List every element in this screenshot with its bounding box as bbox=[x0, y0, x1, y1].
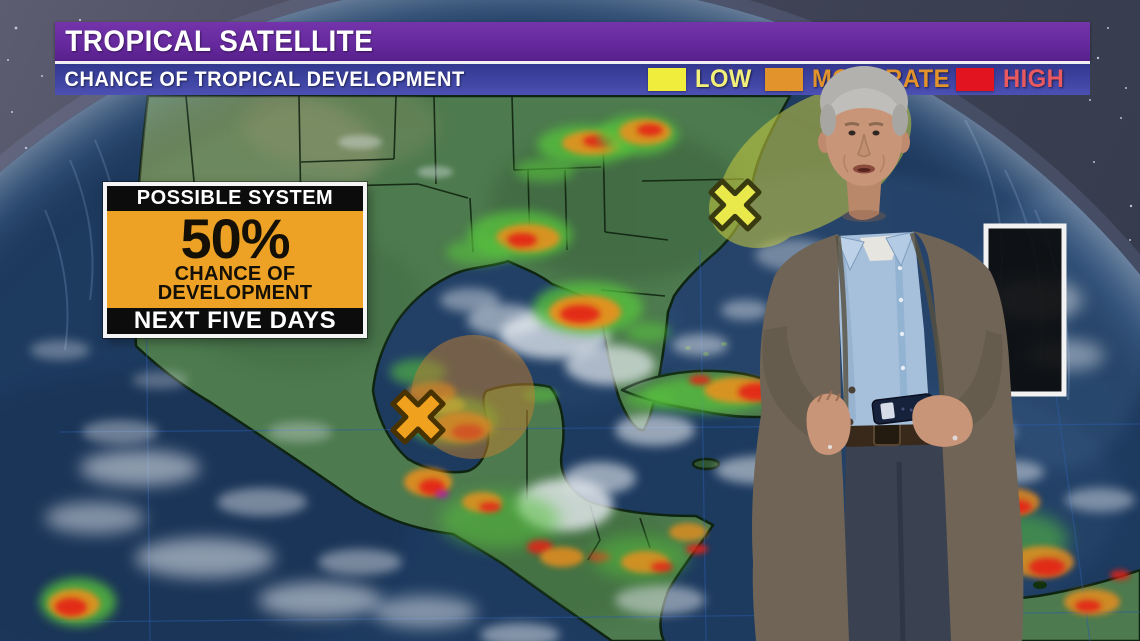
moderate-label: MODERATE bbox=[812, 65, 950, 93]
moderate-swatch bbox=[765, 68, 803, 91]
high-label: HIGH bbox=[1003, 65, 1065, 93]
callout-body: 50% CHANCE OF DEVELOPMENT bbox=[107, 211, 363, 308]
callout-line1: CHANCE OF bbox=[174, 263, 296, 285]
background-graphic-frame bbox=[983, 223, 1067, 397]
page-title: TROPICAL SATELLITE bbox=[65, 25, 374, 58]
subtitle-text: CHANCE OF TROPICAL DEVELOPMENT bbox=[64, 68, 465, 91]
legend-item-low: LOW bbox=[648, 64, 755, 95]
subtitle-bar: CHANCE OF TROPICAL DEVELOPMENT LOW MODER… bbox=[55, 64, 1090, 95]
low-swatch bbox=[648, 68, 686, 91]
atlantic-x-marker bbox=[708, 178, 762, 232]
low-label: LOW bbox=[695, 65, 752, 93]
gulf-x-marker bbox=[390, 389, 446, 445]
callout-footer: NEXT FIVE DAYS bbox=[107, 308, 363, 334]
high-swatch bbox=[956, 68, 994, 91]
banner-divider bbox=[55, 61, 1090, 64]
callout-line2: DEVELOPMENT bbox=[157, 282, 313, 304]
header-banners: TROPICAL SATELLITE CHANCE OF TROPICAL DE… bbox=[55, 22, 1090, 95]
legend-item-high: HIGH bbox=[956, 64, 1068, 95]
legend-item-moderate: MODERATE bbox=[765, 64, 957, 95]
possible-system-callout: POSSIBLE SYSTEM 50% CHANCE OF DEVELOPMEN… bbox=[103, 182, 367, 338]
callout-header: POSSIBLE SYSTEM bbox=[107, 186, 363, 211]
title-banner: TROPICAL SATELLITE bbox=[55, 22, 1090, 61]
development-percent: 50% bbox=[180, 207, 290, 270]
